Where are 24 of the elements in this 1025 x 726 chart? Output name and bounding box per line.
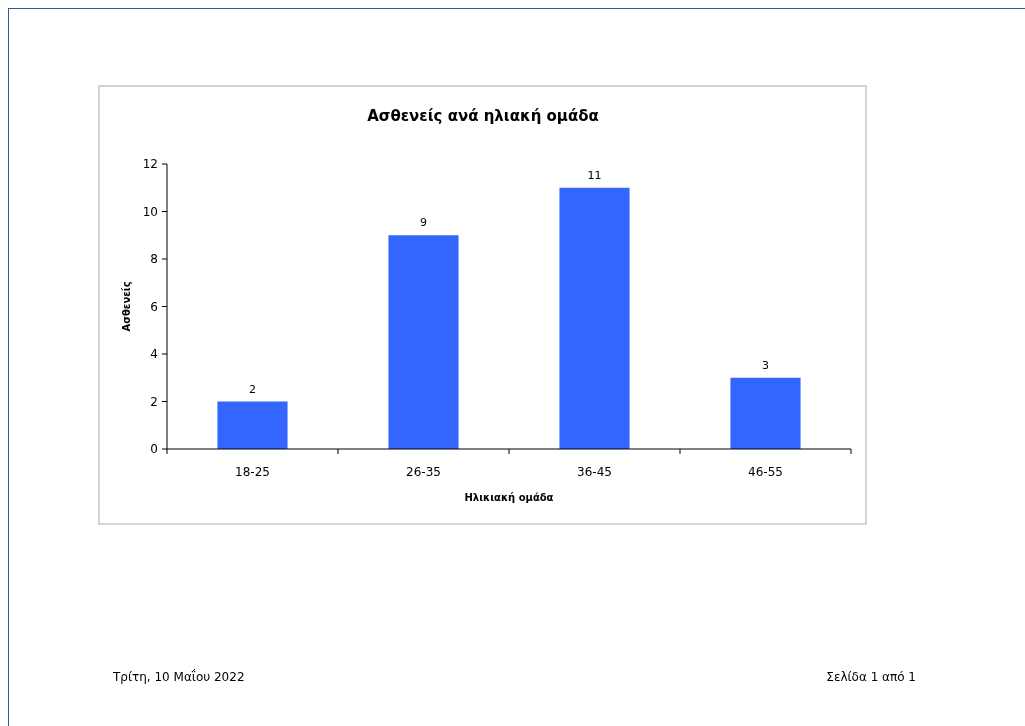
data-label: 9 [420, 216, 427, 230]
bar [388, 235, 459, 449]
y-tick-label: 8 [150, 252, 158, 266]
bar [217, 401, 288, 449]
x-tick-label: 26-35 [406, 465, 441, 479]
y-tick-label: 4 [150, 347, 158, 361]
y-tick-label: 0 [150, 442, 158, 456]
y-tick-label: 6 [150, 299, 158, 314]
bar [730, 377, 801, 449]
data-label: 11 [587, 168, 602, 182]
y-tick-label: 12 [142, 157, 158, 171]
x-tick-label: 18-25 [235, 465, 270, 479]
x-tick-label: 36-45 [577, 465, 612, 479]
text: Τρίτη, 10 Μαΐου 2022 [112, 669, 245, 684]
y-tick-label: 2 [150, 394, 158, 409]
x-tick-label: 46-55 [748, 465, 783, 479]
y-tick-label: 10 [142, 204, 158, 219]
data-label: 2 [249, 382, 256, 396]
chart-title: Ασθενείς ανά ηλιακή ομάδα [367, 107, 599, 125]
bar [559, 187, 630, 449]
y-axis-title: Ασθενείς [121, 281, 132, 332]
data-label: 3 [762, 358, 769, 372]
x-axis-title: Ηλικιακή ομάδα [464, 492, 554, 503]
text: Σελίδα 1 από 1 [826, 670, 916, 684]
